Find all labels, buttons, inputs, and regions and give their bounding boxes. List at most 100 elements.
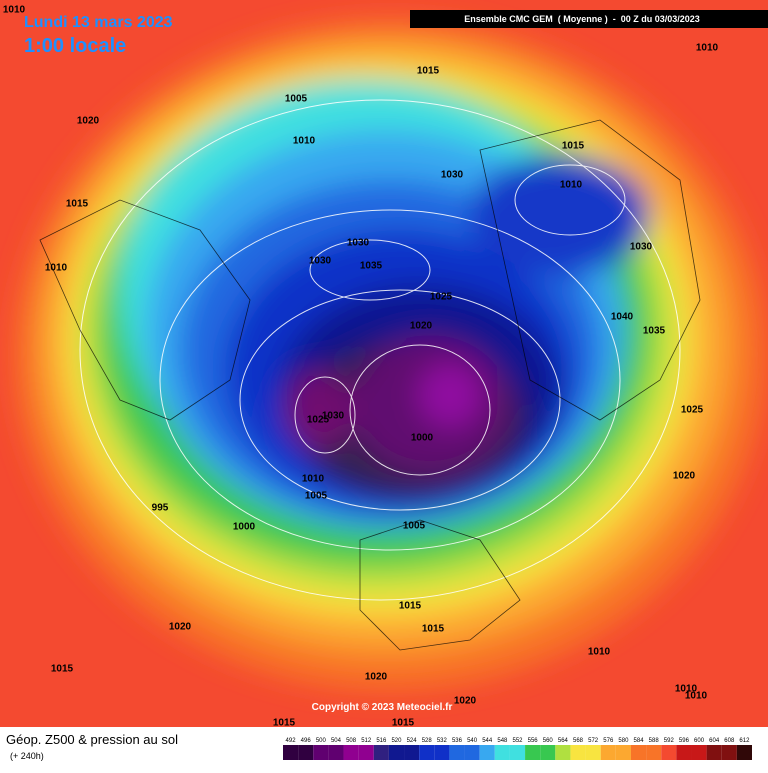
isobar-label: 1015 [422,624,445,635]
scale-label: 528 [422,738,433,744]
scale-swatch [298,745,314,760]
isobar-label: 1020 [365,672,388,683]
scale-swatch [540,745,556,760]
scale-label: 612 [739,738,750,744]
scale-label: 532 [437,738,448,744]
isobar-label: 1015 [51,664,74,675]
scale-swatch [343,745,359,760]
isobar-label: 1030 [347,238,370,249]
scale-label: 596 [679,738,690,744]
isobar-label: 1035 [360,261,383,272]
scale-label: 524 [407,738,418,744]
scale-label: 500 [316,738,327,744]
isobar-label: 1010 [302,474,325,485]
scale-label: 536 [452,738,463,744]
scale-swatch [404,745,420,760]
scale-label: 552 [512,738,523,744]
scale-swatch [600,745,616,760]
scale-swatch [585,745,601,760]
isobar-labels: 1010 1010 1015 1005 1020 1010 1015 1030 1010 1015… [3,5,719,729]
scale-swatch [479,745,495,760]
scale-swatch [419,745,435,760]
model-banner [410,10,768,28]
scale-label: 600 [694,738,705,744]
footer-title: Géop. Z500 & pression au sol [6,732,178,747]
isobar-label: 1030 [309,256,332,267]
isobar-label: 1020 [673,471,696,482]
scale-swatch [661,745,677,760]
scale-swatch [313,745,329,760]
isobar-label: 1020 [169,622,192,633]
scale-swatch [570,745,586,760]
isobar-label: 1025 [307,415,330,426]
scale-label: 576 [603,738,614,744]
isobar-label: 1015 [562,141,585,152]
copyright: Copyright © 2023 Meteociel.fr [312,702,453,713]
isobar-label: 1010 [588,647,611,658]
scale-swatch [449,745,465,760]
scale-swatch [494,745,510,760]
scale-swatch [736,745,752,760]
scale-label: 580 [618,738,629,744]
scale-label: 560 [543,738,554,744]
scale-label: 556 [528,738,539,744]
model-title: Ensemble CMC GEM ( Moyenne ) - 00 Z du 0… [464,14,700,24]
isobar-label: 1030 [322,411,345,422]
footer-lead: (+ 240h) [10,751,44,761]
isobar-label: 1025 [430,292,453,303]
scale-swatch [283,745,299,760]
scale-label: 584 [634,738,645,744]
scale-swatch [615,745,631,760]
scale-label: 544 [482,738,493,744]
scale-swatch [691,745,707,760]
scale-swatch [464,745,480,760]
isobar-label: 1010 [696,43,719,54]
scale-swatch [328,745,344,760]
isobar-label: 995 [152,503,169,514]
scale-label: 520 [391,738,402,744]
scale-swatch [721,745,737,760]
isobar-label: 1015 [273,718,296,729]
scale-label: 504 [331,738,342,744]
scale-swatch [373,745,389,760]
isobar-label: 1010 [293,136,316,147]
date-title: Lundi 13 mars 2023 [24,14,173,31]
isobar-label: 1010 [560,180,583,191]
scale-swatch [434,745,450,760]
scale-swatch [525,745,541,760]
isobar-label: 1030 [630,242,653,253]
isobar-label: 1025 [681,405,704,416]
scale-swatch [555,745,571,760]
isobar-label: 1015 [392,718,415,729]
isobar-label: 1020 [410,321,433,332]
scale-label: 568 [573,738,584,744]
scale-label: 588 [649,738,660,744]
scale-label: 516 [376,738,387,744]
isobar-label: 1015 [417,66,440,77]
scale-label: 592 [664,738,675,744]
isobar-label: 1010 [675,684,698,695]
scale-swatch [646,745,662,760]
isobar-label: 1020 [77,116,100,127]
scale-label: 492 [286,738,297,744]
scale-label: 572 [588,738,599,744]
isobar-label: 1035 [643,326,666,337]
scale-label: 540 [467,738,478,744]
isobar-label: 1015 [66,199,89,210]
isobar-label: 1010 [3,5,26,16]
isobar-label: 1015 [399,601,422,612]
scale-label: 608 [724,738,735,744]
isobar-label: 1010 [45,263,68,274]
scale-label: 564 [558,738,569,744]
scale-label: 512 [361,738,372,744]
isobar-label: 1000 [233,522,256,533]
scale-swatch [706,745,722,760]
scale-swatch [358,745,374,760]
isobar-label: 1005 [403,521,426,532]
time-title: 1:00 locale [24,35,126,57]
scale-swatch [676,745,692,760]
isobar-label: 1000 [411,433,434,444]
scale-swatch [388,745,405,760]
map-field [0,0,768,727]
